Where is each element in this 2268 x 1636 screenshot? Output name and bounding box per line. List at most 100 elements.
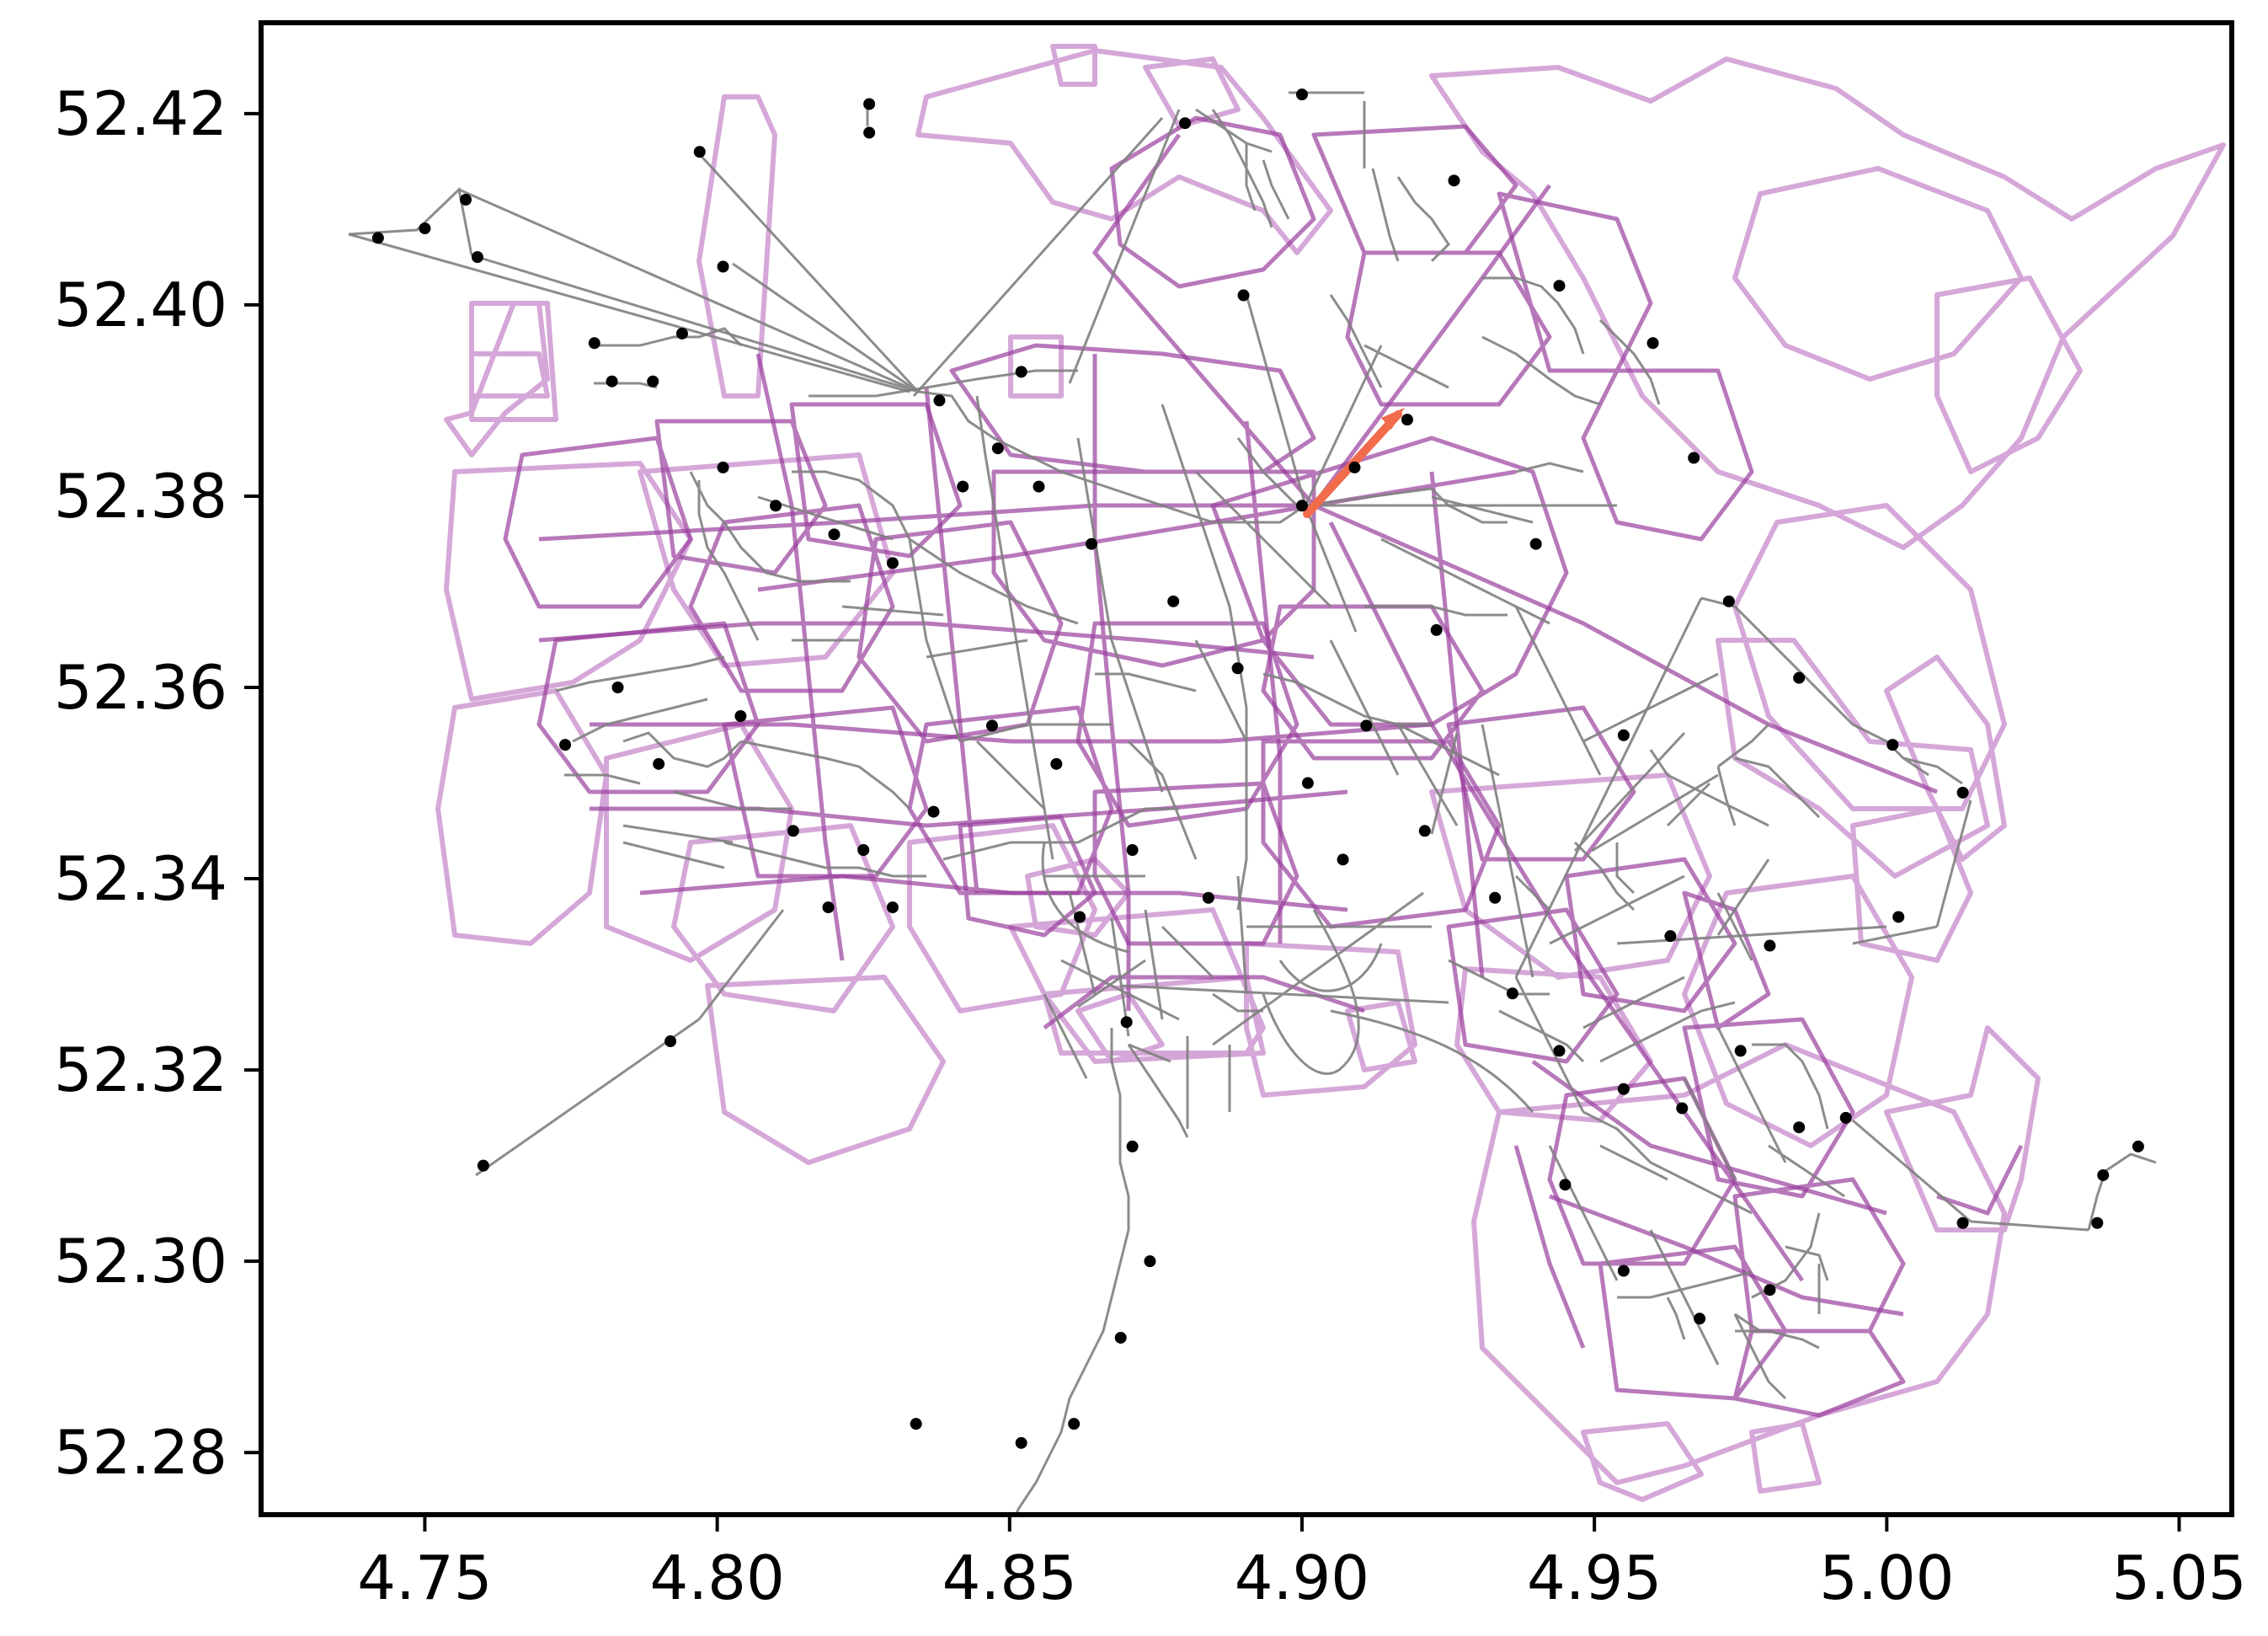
x-tick-label: 4.90 xyxy=(1235,1542,1369,1613)
edge xyxy=(1304,345,1383,506)
district-outline xyxy=(1732,1329,1906,1418)
stop-point xyxy=(857,843,870,856)
route xyxy=(1582,1110,1753,1215)
route xyxy=(1700,596,1929,777)
route xyxy=(1329,294,1383,388)
district-outline xyxy=(1075,992,1165,1064)
stop-point xyxy=(2091,1216,2104,1229)
stop-point xyxy=(1050,757,1063,770)
edge xyxy=(1043,993,1088,1079)
stop-point xyxy=(933,394,946,407)
plot-content xyxy=(348,44,2226,1515)
district-outline xyxy=(1581,368,1754,542)
district-outline xyxy=(1042,975,1266,1064)
stop-point xyxy=(828,528,840,541)
edge xyxy=(1119,984,1449,1004)
route xyxy=(564,773,641,785)
axes-frame xyxy=(259,20,2234,1517)
route xyxy=(908,538,962,742)
district-outline xyxy=(1244,941,1417,1098)
stop-point xyxy=(1553,280,1566,292)
stop-point xyxy=(2097,1168,2110,1181)
route xyxy=(1482,276,1585,355)
stop-point xyxy=(1956,786,1969,799)
stop-point xyxy=(675,327,688,339)
district-outline xyxy=(1732,166,2024,382)
stop-point xyxy=(957,480,969,493)
route xyxy=(1666,1297,1686,1340)
route xyxy=(1262,672,1432,726)
edge xyxy=(475,1018,700,1177)
stop-point xyxy=(611,682,624,694)
stop-point xyxy=(1448,174,1460,187)
district-outline xyxy=(1345,1000,1417,1072)
stop-point xyxy=(863,98,876,110)
route xyxy=(1514,976,1585,1113)
edge xyxy=(926,639,1028,659)
district-outline xyxy=(1244,420,1283,944)
district-outline xyxy=(688,503,895,693)
district-outline xyxy=(1884,1025,2041,1232)
route xyxy=(1902,757,1963,785)
route xyxy=(1245,143,1257,211)
edge xyxy=(912,117,1164,397)
edge xyxy=(975,740,1046,810)
stop-point xyxy=(863,126,876,139)
district-outline xyxy=(1043,975,1365,1029)
stop-point xyxy=(1126,1140,1139,1152)
route xyxy=(1236,437,1299,507)
route xyxy=(1615,842,1636,895)
stop-point xyxy=(985,719,998,732)
route xyxy=(689,471,851,583)
route xyxy=(1717,723,1770,768)
route xyxy=(1785,1245,1829,1281)
stop-point xyxy=(371,232,384,244)
route xyxy=(1448,959,1550,996)
district-outline xyxy=(755,353,845,961)
district-outline xyxy=(538,621,1315,660)
stop-point xyxy=(1676,1102,1689,1115)
stop-point xyxy=(1617,729,1630,741)
district-outline xyxy=(639,874,1348,912)
route xyxy=(1364,605,1508,617)
stop-point xyxy=(1301,777,1314,789)
route xyxy=(1617,1270,1753,1299)
route xyxy=(1683,1077,1737,1180)
stop-point xyxy=(647,375,659,388)
route xyxy=(1371,168,1400,262)
district-outline xyxy=(722,705,929,879)
stop-point xyxy=(1646,337,1659,350)
stop-point xyxy=(1506,987,1518,1000)
route xyxy=(572,698,708,743)
edge xyxy=(1970,1220,2089,1232)
stop-point xyxy=(734,710,747,723)
stop-point xyxy=(717,461,729,473)
edge xyxy=(1278,943,1383,992)
route xyxy=(1549,874,1685,945)
y-tick-label: 52.34 xyxy=(54,843,227,914)
y-tick-label: 52.32 xyxy=(54,1035,227,1105)
district-outline xyxy=(671,823,895,1013)
district-outline xyxy=(435,688,609,946)
route xyxy=(740,740,911,810)
edge xyxy=(1514,597,1703,978)
stop-point xyxy=(886,901,899,914)
route xyxy=(1716,1027,1787,1163)
district-outline xyxy=(1446,705,1636,862)
edge xyxy=(1481,724,1534,978)
district-outline xyxy=(949,343,1316,474)
route xyxy=(1515,462,1584,473)
stop-point xyxy=(1617,1083,1630,1095)
route xyxy=(1095,672,1197,692)
edge xyxy=(1262,909,1360,1075)
route xyxy=(1582,672,1719,743)
y-tick-label: 52.30 xyxy=(54,1226,227,1297)
route xyxy=(1599,1144,1668,1181)
edge xyxy=(693,147,920,393)
stop-point xyxy=(1617,1264,1630,1277)
stop-point xyxy=(1015,366,1027,378)
stop-point xyxy=(991,442,1004,455)
y-tick-label: 52.38 xyxy=(54,461,227,532)
stop-point xyxy=(1694,1313,1706,1325)
